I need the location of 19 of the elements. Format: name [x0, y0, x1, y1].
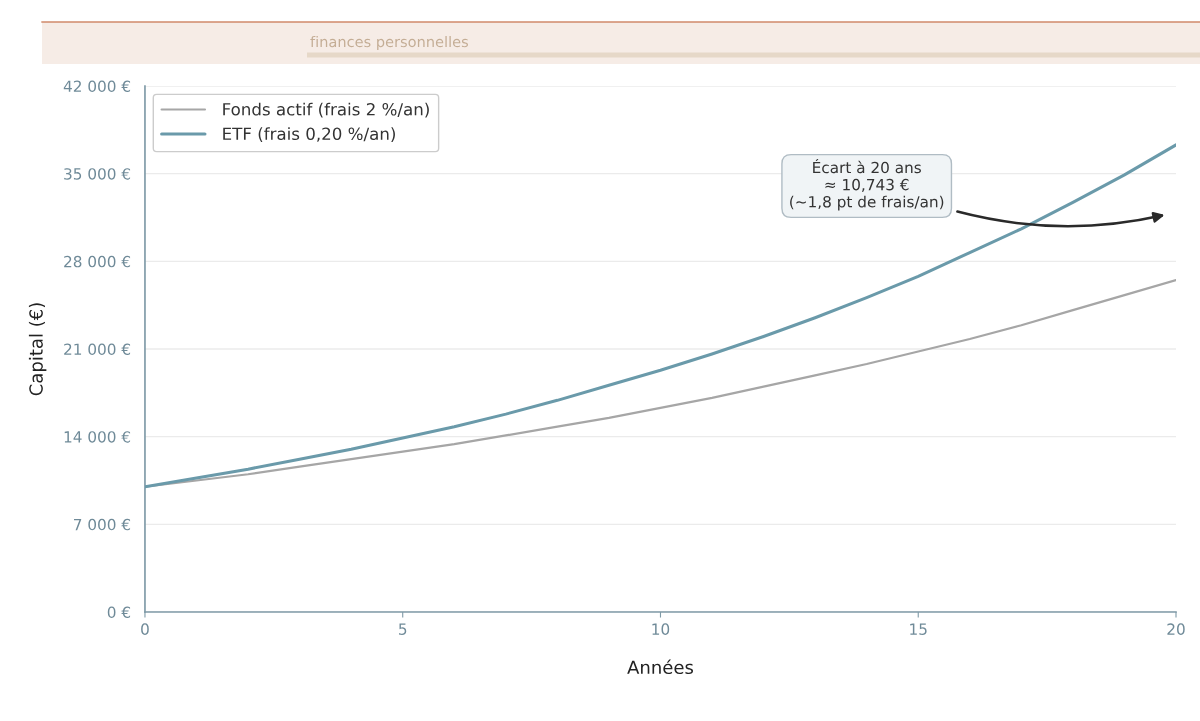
y-tick-label: 28 000 €	[64, 255, 131, 268]
y-tick-label: 14 000 €	[64, 431, 131, 443]
x-tick-label: 15	[910, 623, 927, 635]
x-tick-label: 20	[1167, 623, 1185, 635]
y-tick-label: 42 000 €	[63, 80, 131, 93]
x-tick-label: 10	[652, 623, 670, 635]
y-tick-label: 35 000 €	[64, 168, 131, 180]
y-tick-label: 7 000 €	[74, 518, 131, 531]
chart-subtitle: finances personnelles	[310, 35, 468, 51]
y-tick-label: 0 €	[107, 606, 131, 619]
annotation: Écart à 20 ans ≈ 10,743 € (~1,8 pt de frais/an)	[790, 158, 944, 211]
line-series	[144, 143, 1176, 489]
legend-label: ETF (frais 0,20 %/an)	[223, 127, 395, 143]
x-axis-title: Années	[627, 659, 694, 675]
y-axis-title: Capital (€)	[28, 303, 47, 396]
y-tick-label: 21 000 €	[64, 343, 131, 356]
x-tick-label: 0	[141, 623, 149, 635]
x-tick-label: 5	[399, 623, 407, 635]
legend-label: Fonds actif (frais 2 %/an)	[223, 102, 429, 118]
